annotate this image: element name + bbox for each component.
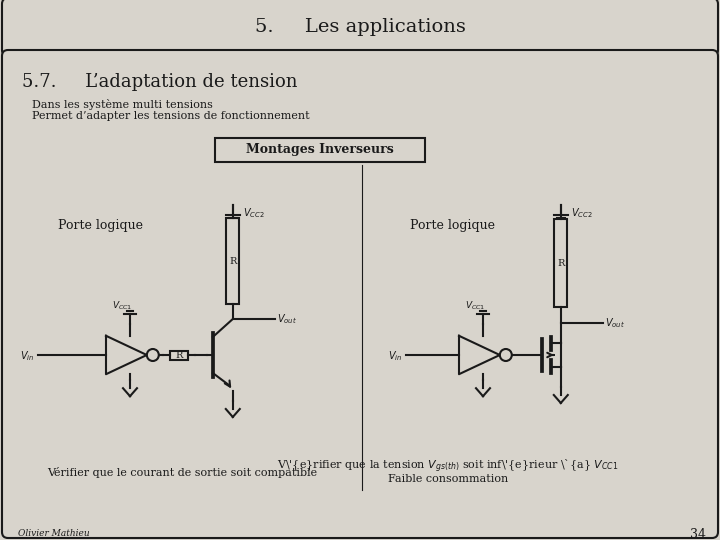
Text: Dans les système multi tensions: Dans les système multi tensions xyxy=(32,98,213,110)
Text: Olivier Mathieu: Olivier Mathieu xyxy=(18,530,89,538)
Text: 5.7.     L’adaptation de tension: 5.7. L’adaptation de tension xyxy=(22,73,297,91)
Bar xyxy=(554,219,567,307)
Text: $V_{CC2}$: $V_{CC2}$ xyxy=(571,206,593,220)
Text: $V_{CC2}$: $V_{CC2}$ xyxy=(243,206,264,220)
Text: $V_{out}$: $V_{out}$ xyxy=(276,312,297,326)
Text: V\'{e}rifier que la tension $V_{gs(th)}$ soit inf\'{e}rieur \`{a} $V_{CC1}$: V\'{e}rifier que la tension $V_{gs(th)}$… xyxy=(277,457,618,475)
Bar xyxy=(226,219,239,303)
Text: $V_{in}$: $V_{in}$ xyxy=(19,349,34,363)
Text: Permet d’adapter les tensions de fonctionnement: Permet d’adapter les tensions de fonctio… xyxy=(32,111,310,121)
FancyBboxPatch shape xyxy=(2,0,718,56)
Text: 34: 34 xyxy=(690,528,706,540)
Text: R: R xyxy=(175,350,182,360)
Text: $V_{CC1}$: $V_{CC1}$ xyxy=(465,300,485,312)
Text: Montages Inverseurs: Montages Inverseurs xyxy=(246,144,394,157)
Text: $V_{CC1}$: $V_{CC1}$ xyxy=(112,300,132,312)
Text: Porte logique: Porte logique xyxy=(58,219,143,232)
Text: $V_{in}$: $V_{in}$ xyxy=(387,349,402,363)
Text: R: R xyxy=(229,256,236,266)
Bar xyxy=(215,138,425,162)
Text: Vérifier que le courant de sortie soit compatible: Vérifier que le courant de sortie soit c… xyxy=(47,468,317,478)
Text: Faible consommation: Faible consommation xyxy=(388,474,508,484)
Bar xyxy=(170,350,188,360)
Text: 5.     Les applications: 5. Les applications xyxy=(255,18,465,36)
Text: R: R xyxy=(557,259,564,267)
Text: Porte logique: Porte logique xyxy=(410,219,495,232)
FancyBboxPatch shape xyxy=(2,50,718,538)
Text: $V_{out}$: $V_{out}$ xyxy=(605,316,625,330)
